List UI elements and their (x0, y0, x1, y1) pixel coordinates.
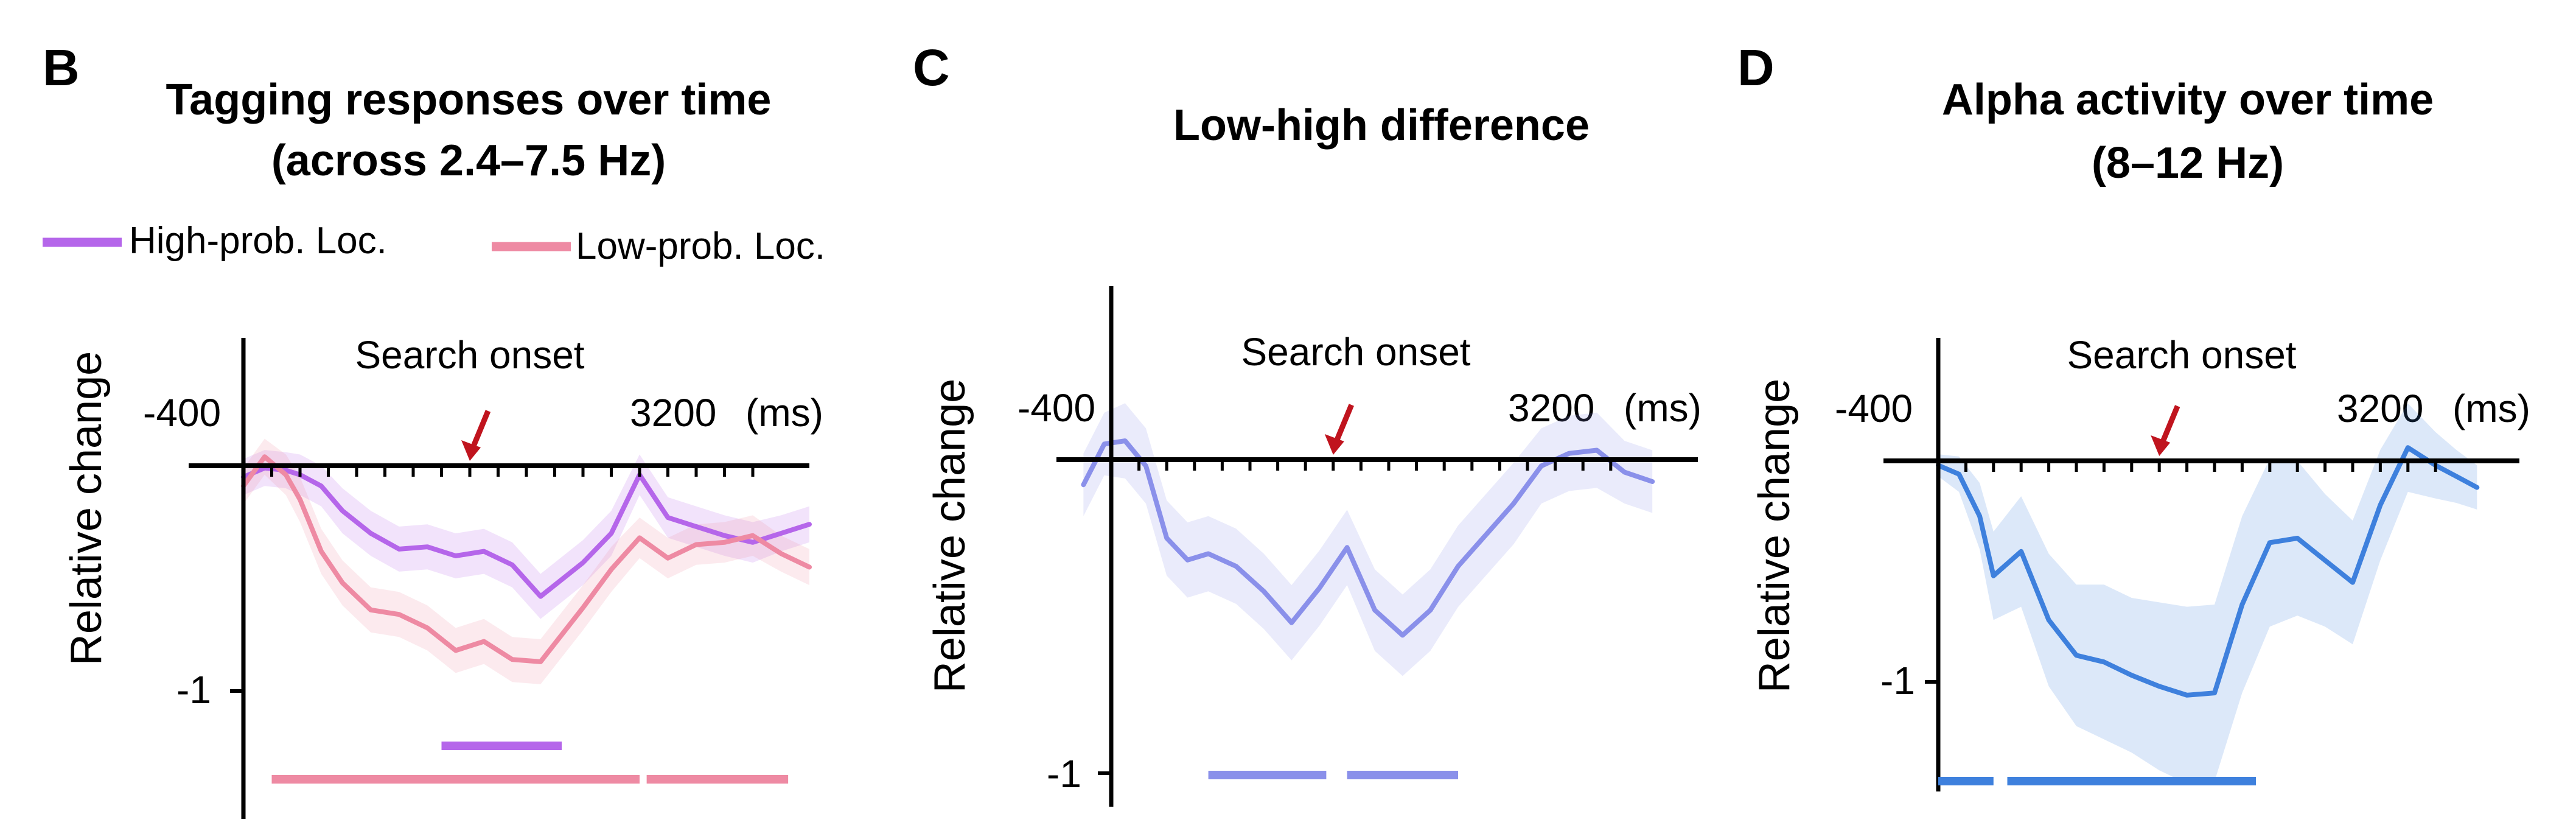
panel-b-series-1-ci-band (243, 438, 809, 684)
panel-c-xtick-start: -400 (1017, 386, 1095, 430)
panel-c-ytick-minus1: -1 (1047, 752, 1081, 796)
panel-b-title: Tagging responses over time (166, 75, 772, 124)
panel-d-onset-arrow-shaft (2160, 405, 2180, 443)
panel-c: C Low-high difference Relative change Se… (913, 39, 1702, 807)
panel-d-plot (1883, 338, 2519, 791)
panel-c-plot (1056, 286, 1698, 807)
panel-b-plot (189, 338, 812, 819)
panel-d-series-0-line (1936, 445, 2480, 698)
panel-d: D Alpha activity over time (8–12 Hz) Rel… (1737, 39, 2530, 791)
panel-d-subtitle: (8–12 Hz) (2092, 139, 2284, 188)
panel-b-ylabel: Relative change (62, 351, 111, 665)
panel-b-onset-arrow-shaft (470, 410, 491, 447)
panel-d-xunit: (ms) (2452, 387, 2530, 430)
panel-b-series-1-line (241, 454, 812, 664)
panel-b-letter: B (43, 39, 80, 96)
legend-label-high-prob: High-prob. Loc. (129, 220, 387, 262)
panel-b-onset-arrow-head (461, 440, 481, 461)
panel-c-xunit: (ms) (1624, 386, 1702, 430)
panel-b-annotation: Search onset (355, 333, 584, 377)
panel-d-ylabel: Relative change (1750, 379, 1799, 693)
panel-c-annotation: Search onset (1241, 330, 1470, 374)
panel-b: B Tagging responses over time (across 2.… (43, 39, 825, 819)
panel-c-xtick-end: 3200 (1508, 386, 1594, 430)
panel-c-letter: C (913, 39, 950, 96)
panel-b-ytick-minus1: -1 (176, 668, 211, 712)
legend-label-low-prob: Low-prob. Loc. (576, 225, 825, 267)
panel-d-series-0-ci-band (1938, 403, 2477, 784)
panel-c-onset-arrow-shaft (1334, 404, 1354, 441)
panel-c-onset-arrow-head (1324, 434, 1344, 455)
panel-b-xunit: (ms) (745, 391, 823, 435)
panel-d-onset-arrow-head (2151, 435, 2171, 456)
panel-d-annotation: Search onset (2067, 333, 2296, 377)
panel-b-xtick-start: -400 (143, 391, 221, 435)
panel-d-title: Alpha activity over time (1942, 75, 2434, 124)
panel-c-series-0-ci-band (1083, 403, 1653, 676)
panel-d-letter: D (1737, 39, 1775, 96)
panel-d-ytick-minus1: -1 (1880, 659, 1915, 703)
panel-b-subtitle: (across 2.4–7.5 Hz) (271, 136, 666, 185)
panel-b-series-0-line (241, 465, 812, 599)
panel-d-xtick-end: 3200 (2337, 387, 2423, 430)
panel-b-xtick-end: 3200 (630, 391, 716, 435)
panel-c-title: Low-high difference (1173, 101, 1590, 150)
panel-c-ylabel: Relative change (926, 379, 974, 693)
panel-d-xtick-start: -400 (1835, 387, 1913, 430)
